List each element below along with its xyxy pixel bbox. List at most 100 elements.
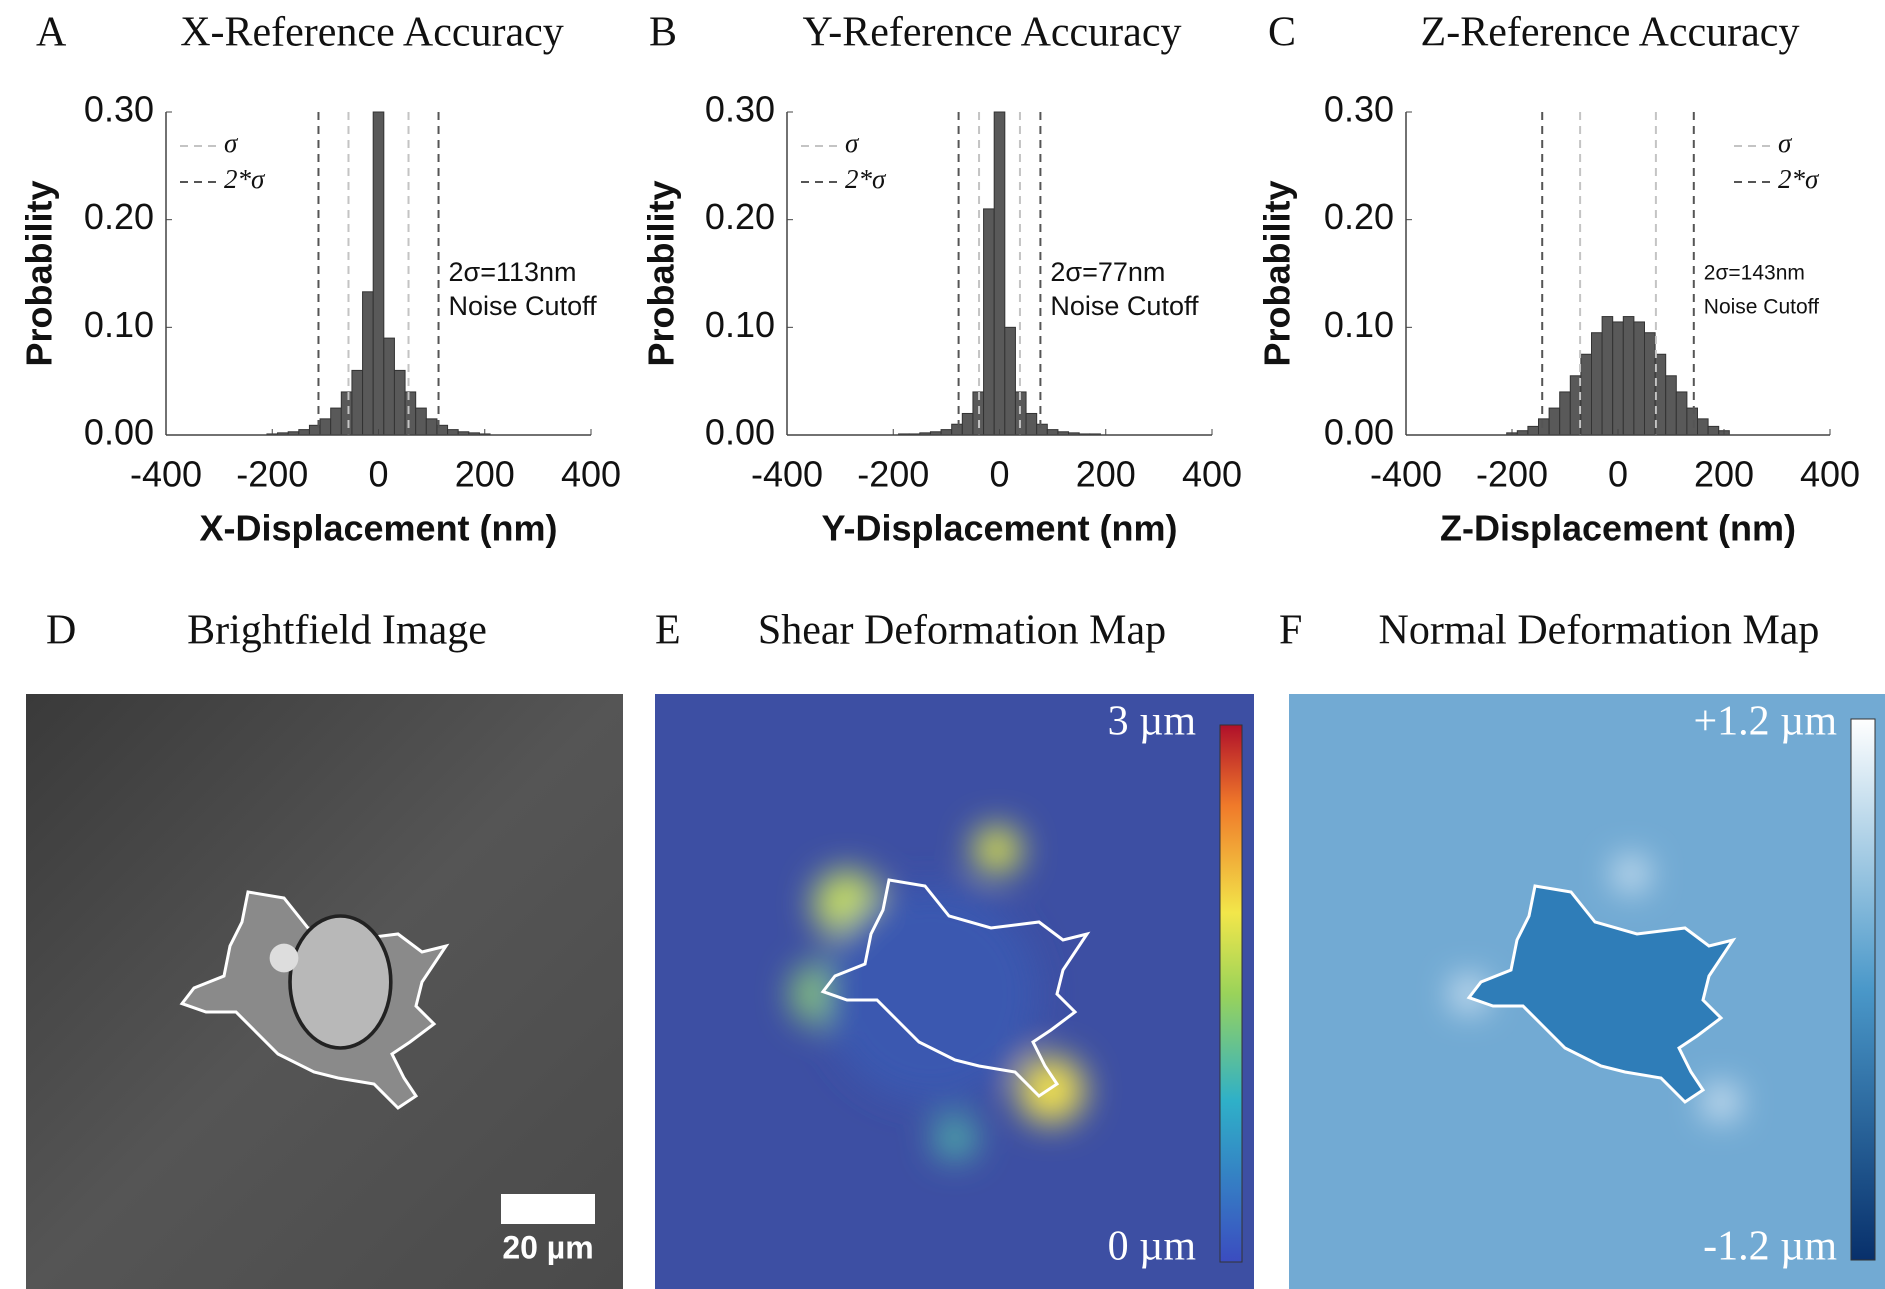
- bar: [1675, 391, 1688, 436]
- y-tick-label: 0.20: [705, 196, 775, 237]
- legend-label: σ: [224, 128, 239, 158]
- bar: [1601, 316, 1614, 436]
- bar: [1004, 326, 1016, 436]
- x-axis-label: X-Displacement (nm): [199, 508, 557, 549]
- bar: [993, 111, 1006, 436]
- y-tick-label: 0.00: [705, 412, 775, 453]
- panel-letter: C: [1268, 10, 1296, 56]
- chart-title: Z-Reference Accuracy: [1421, 10, 1800, 56]
- x-tick-label: 200: [1694, 454, 1754, 495]
- y-tick-label: 0.20: [1324, 196, 1394, 237]
- bar: [1025, 412, 1038, 436]
- bar: [1633, 321, 1646, 436]
- bar: [940, 429, 953, 436]
- annotation: Noise Cutoff: [449, 291, 598, 321]
- x-tick-label: 0: [368, 454, 388, 495]
- annotation: 2σ=143nm: [1704, 262, 1805, 285]
- bar: [425, 418, 438, 436]
- bar: [319, 418, 332, 436]
- x-tick-label: 200: [455, 454, 515, 495]
- bar: [1686, 407, 1699, 436]
- y-tick-label: 0.00: [1324, 412, 1394, 453]
- x-tick-label: 400: [561, 454, 621, 495]
- legend-label: σ: [845, 128, 860, 158]
- annotation: 2σ=77nm: [1050, 257, 1165, 287]
- x-tick-label: 0: [1608, 454, 1628, 495]
- bar: [1622, 316, 1635, 436]
- shear-hotspots: [791, 826, 1089, 1160]
- colorbar: [1219, 724, 1243, 1263]
- y-tick-label: 0.00: [84, 412, 154, 453]
- x-tick-label: -200: [857, 454, 929, 495]
- bar: [362, 291, 374, 436]
- annotation: Noise Cutoff: [1704, 296, 1819, 319]
- y-tick-label: 0.10: [705, 304, 775, 345]
- normal-cell: [1452, 857, 1738, 1119]
- panel-letter: F: [1279, 608, 1302, 654]
- x-axis-label: Y-Displacement (nm): [821, 508, 1177, 549]
- bar: [1538, 418, 1550, 436]
- bar: [447, 429, 459, 436]
- x-axis-label: Z-Displacement (nm): [1440, 508, 1796, 549]
- panel-title: Brightfield Image: [187, 608, 487, 654]
- scale-bar-label: 20 µm: [502, 1229, 593, 1265]
- x-tick-label: -400: [1370, 454, 1442, 495]
- x-tick-label: -200: [236, 454, 308, 495]
- bar: [404, 391, 417, 436]
- panel-title: Shear Deformation Map: [758, 608, 1166, 654]
- legend-label: σ: [1778, 128, 1793, 158]
- y-tick-label: 0.20: [84, 196, 154, 237]
- bar: [951, 423, 963, 436]
- shear-panel: E Shear Deformation Map 3 µm 0 µm: [655, 608, 1254, 1289]
- bar: [1665, 375, 1677, 436]
- bar: [1527, 425, 1540, 436]
- bar: [330, 407, 342, 436]
- bar: [1707, 425, 1720, 436]
- annotation: 2σ=113nm: [449, 257, 577, 287]
- bar: [1580, 353, 1593, 436]
- colorbar: [1850, 718, 1876, 1261]
- panel-letter: B: [649, 10, 677, 56]
- colorbar-min: -1.2 µm: [1703, 1224, 1837, 1270]
- bar: [383, 337, 395, 436]
- panel-letter: E: [655, 608, 681, 654]
- brightfield-panel: D Brightfield Image 20 µm: [26, 608, 623, 1289]
- annotation: Noise Cutoff: [1050, 291, 1199, 321]
- x-tick-label: 200: [1076, 454, 1136, 495]
- y-axis-label: Probability: [1257, 180, 1298, 366]
- bar: [983, 208, 995, 436]
- y-axis-label: Probability: [19, 180, 60, 366]
- x-tick-label: 400: [1800, 454, 1860, 495]
- colorbar-max: 3 µm: [1108, 699, 1197, 745]
- y-axis-label: Probability: [641, 180, 682, 366]
- bar: [351, 369, 364, 436]
- panel-letter: D: [46, 608, 76, 654]
- colorbar-min: 0 µm: [1108, 1224, 1197, 1270]
- bar: [415, 407, 427, 436]
- bar: [393, 369, 406, 436]
- scale-bar: [501, 1194, 595, 1224]
- legend-label: 2*σ: [845, 164, 887, 194]
- normal-panel: F Normal Deformation Map +1.2 µm -1.2 µm: [1279, 608, 1885, 1289]
- y-tick-label: 0.10: [1324, 304, 1394, 345]
- legend-label: 2*σ: [224, 164, 266, 194]
- y-tick-label: 0.30: [705, 89, 775, 130]
- bar: [1697, 418, 1709, 436]
- legend-label: 2*σ: [1778, 164, 1820, 194]
- bar: [1612, 321, 1624, 436]
- chart-title: Y-Reference Accuracy: [803, 10, 1182, 56]
- chart-title: X-Reference Accuracy: [180, 10, 564, 56]
- bar: [298, 429, 310, 436]
- bar: [961, 412, 974, 436]
- y-tick-label: 0.30: [84, 89, 154, 130]
- bar: [1559, 391, 1571, 436]
- bar: [1036, 423, 1048, 436]
- y-tick-label: 0.10: [84, 304, 154, 345]
- x-tick-label: -400: [751, 454, 823, 495]
- panel-title: Normal Deformation Map: [1379, 608, 1820, 654]
- bar: [340, 391, 353, 436]
- x-tick-label: -400: [130, 454, 202, 495]
- bar: [372, 111, 385, 436]
- colorbar-max: +1.2 µm: [1693, 699, 1837, 745]
